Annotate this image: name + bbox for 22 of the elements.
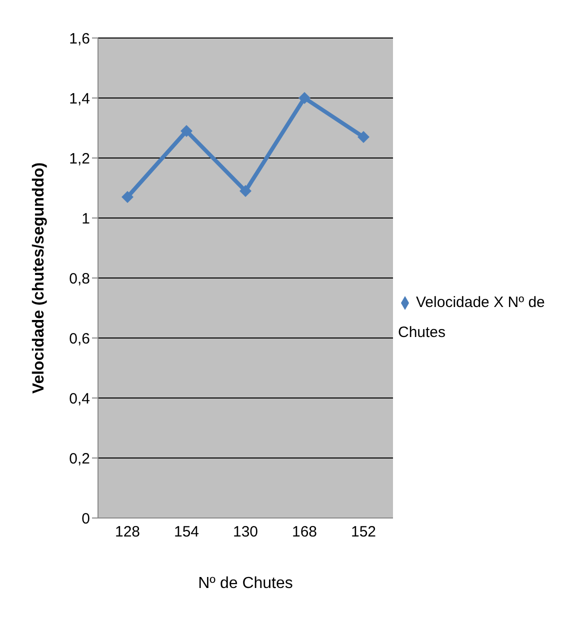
y-tick-label: 1,2 (69, 150, 90, 168)
point (122, 191, 134, 203)
legend-label: Velocidade X Nº de Chutes (398, 294, 545, 341)
x-tick-label: 152 (350, 524, 376, 541)
x-tick-label: 128 (114, 524, 140, 541)
point (180, 125, 192, 137)
y-tick-label: 0,2 (69, 450, 90, 468)
y-tick-label: 1,6 (69, 30, 90, 48)
y-tick-label: 1,4 (69, 90, 90, 108)
y-tick-label: 0 (82, 510, 90, 528)
x-tick-label: 154 (174, 524, 200, 541)
point (298, 92, 310, 104)
x-tick-label: 168 (292, 524, 318, 541)
x-tick-label: 130 (232, 524, 258, 541)
y-tick-label: 0,8 (69, 270, 90, 288)
y-tick-label: 0,4 (69, 390, 90, 408)
point (240, 185, 252, 197)
y-tick-label: 0,6 (69, 330, 90, 348)
x-axis-title: Nº de Chutes (198, 575, 293, 592)
y-axis-title: Velocidade (chutes/segunddo) (30, 162, 48, 394)
point (358, 131, 370, 143)
y-tick-label: 1 (82, 210, 90, 228)
